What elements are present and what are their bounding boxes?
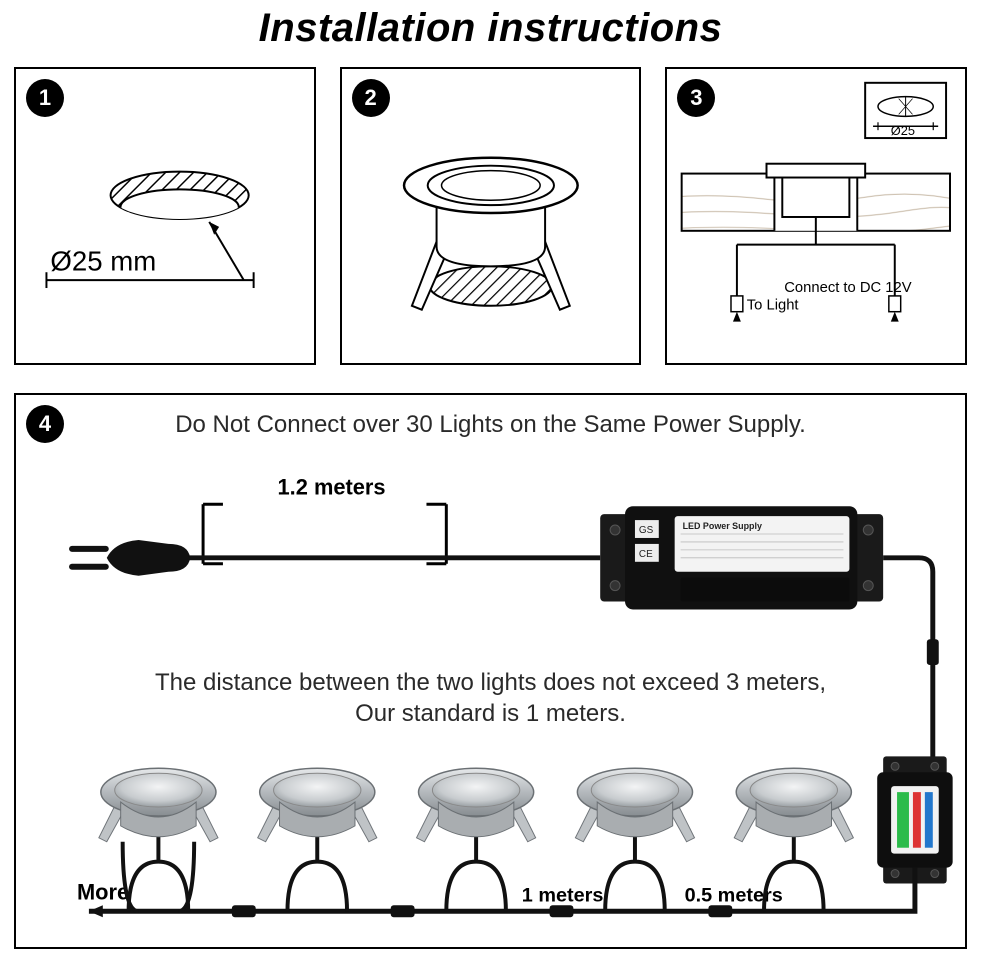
- spacing-1m: 1 meters: [522, 884, 604, 906]
- page-title: Installation instructions: [14, 6, 967, 51]
- more-label: More: [77, 879, 129, 904]
- plug-length-label: 1.2 meters: [278, 474, 386, 499]
- step-3-illustration: Ø25 To Light Connect to DC 12V: [667, 69, 965, 363]
- step-2-panel: 2: [340, 67, 642, 365]
- power-supply-icon: LED Power Supply GS CE: [600, 506, 883, 609]
- step-1-panel: 1 Ø25 mm: [14, 67, 316, 365]
- controller-icon: [877, 756, 952, 883]
- step-4-panel: 4 Do Not Connect over 30 Lights on the S…: [14, 393, 967, 949]
- step3-dia-label: Ø25: [891, 123, 915, 138]
- steps-row-top: 1 Ø25 mm 2: [14, 67, 967, 365]
- eu-plug-icon: [69, 540, 190, 576]
- step-1-illustration: Ø25 mm: [16, 69, 314, 363]
- step1-dia-label: Ø25 mm: [50, 245, 156, 276]
- psu-label: LED Power Supply: [683, 521, 762, 531]
- step3-to-dc: Connect to DC 12V: [785, 280, 912, 296]
- svg-text:CE: CE: [639, 549, 653, 560]
- step-2-illustration: [342, 69, 640, 363]
- step-4-illustration: 1.2 meters LED Power Supply: [16, 395, 965, 947]
- step3-to-light: To Light: [747, 298, 799, 314]
- svg-text:GS: GS: [639, 525, 654, 536]
- step-3-panel: 3 Ø25: [665, 67, 967, 365]
